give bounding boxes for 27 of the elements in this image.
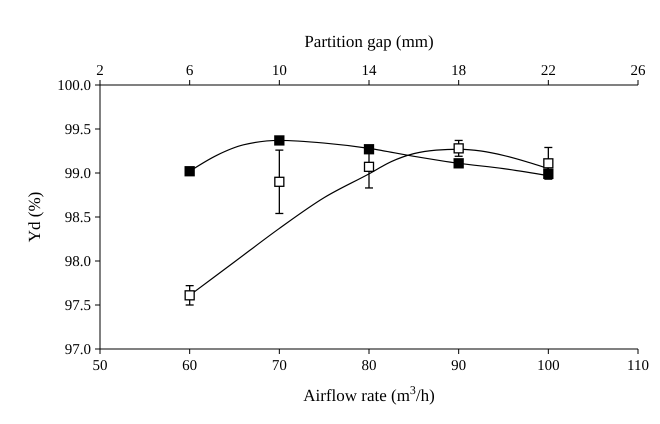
- x2-tick-label: 22: [540, 63, 556, 79]
- x-tick-label: 60: [182, 358, 198, 374]
- x-axis-title: Airflow rate (m$^{3}$/h): [303, 383, 435, 405]
- x2-tick-label: 14: [362, 63, 377, 79]
- x-tick-label: 50: [92, 358, 108, 374]
- x-tick-label: 90: [451, 358, 466, 374]
- x2-tick-label: 6: [186, 63, 194, 79]
- point: [454, 158, 464, 168]
- x-tick-label: 110: [627, 358, 649, 374]
- x2-axis-title: Partition gap (mm): [304, 32, 434, 51]
- x2-tick-label: 10: [272, 63, 287, 79]
- y-tick-label: 99.0: [64, 166, 91, 182]
- x-tick-label: 70: [272, 358, 287, 374]
- y-tick-label: 99.5: [64, 122, 91, 138]
- y-tick-label: 97.0: [64, 342, 91, 358]
- y-axis-title: Yd (%): [25, 192, 44, 242]
- point: [274, 135, 284, 146]
- x2-tick-label: 2: [96, 63, 104, 79]
- x-tick-label: 80: [362, 358, 376, 374]
- y-tick-label: 97.5: [64, 298, 91, 314]
- x2-tick-label: 18: [451, 63, 466, 79]
- x-tick-label: 100: [537, 358, 560, 374]
- point: [184, 166, 195, 176]
- x2-tick-label: 26: [630, 63, 646, 79]
- y-tick-label: 98.5: [64, 210, 91, 226]
- y-tick-label: 98.0: [64, 254, 91, 270]
- y-tick-label: 100.0: [57, 78, 91, 94]
